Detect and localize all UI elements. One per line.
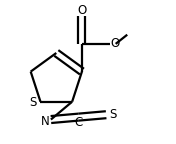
Text: O: O xyxy=(77,4,87,17)
Text: S: S xyxy=(30,96,37,109)
Text: N: N xyxy=(41,115,50,128)
Text: S: S xyxy=(109,108,116,121)
Text: O: O xyxy=(110,37,119,50)
Text: C: C xyxy=(74,116,83,129)
